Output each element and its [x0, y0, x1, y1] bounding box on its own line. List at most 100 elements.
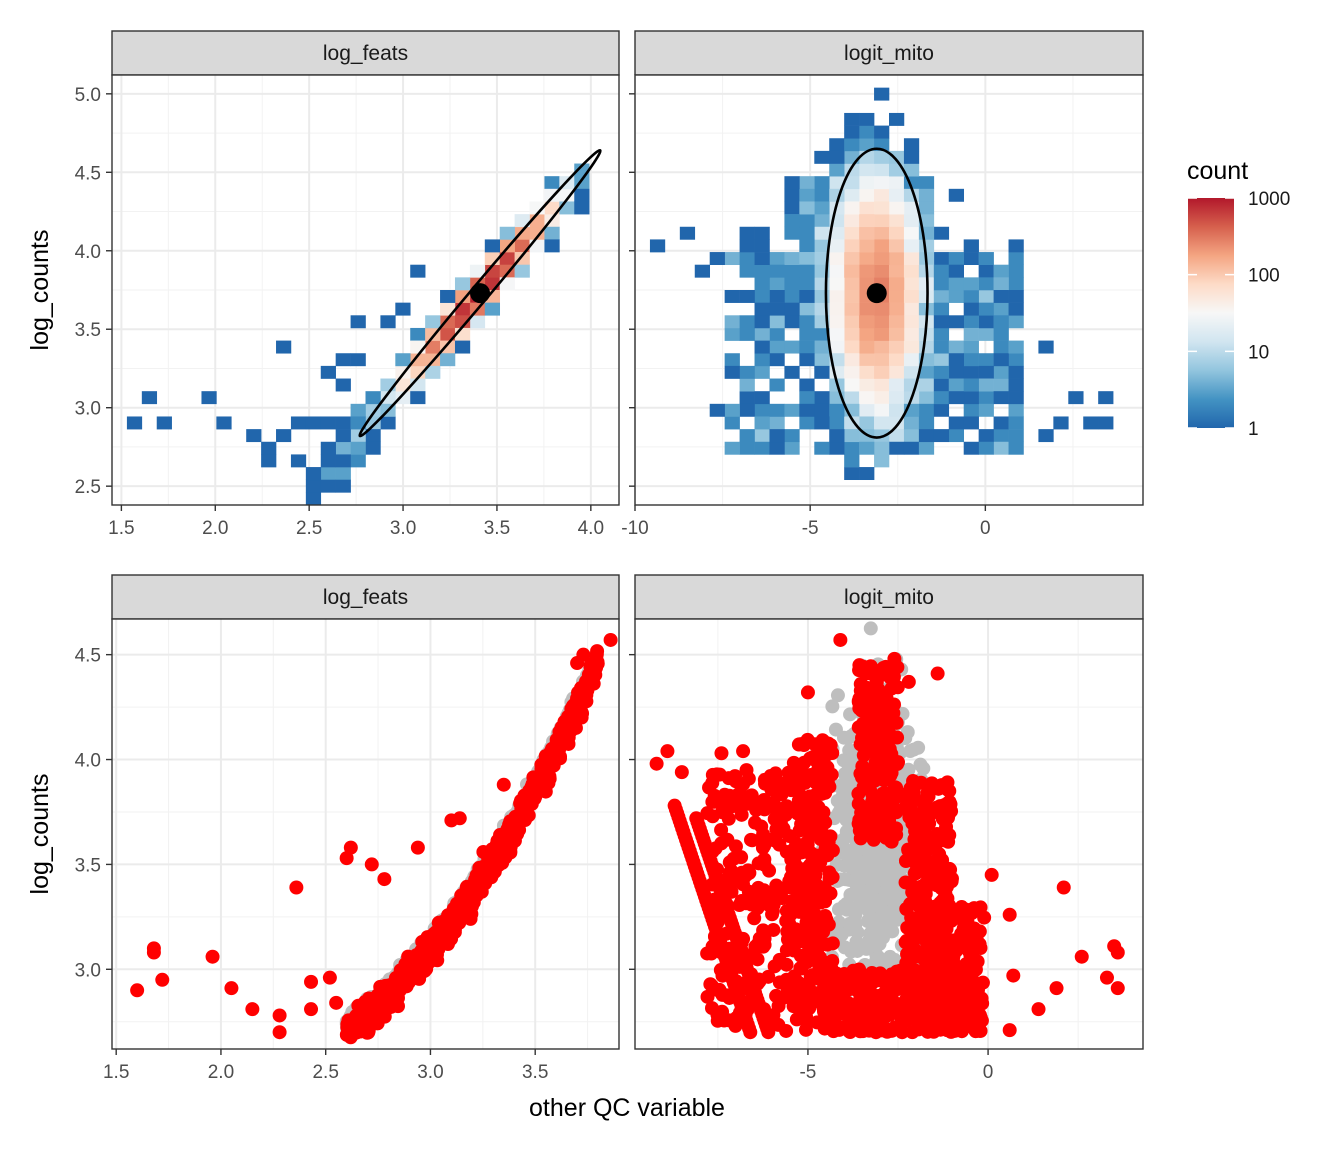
heatmap-bin [859, 264, 875, 278]
heatmap-bin [889, 252, 905, 266]
heatmap-bin [933, 290, 950, 303]
outlier-point [741, 863, 756, 878]
outlier-point [853, 701, 868, 716]
outlier-point [750, 937, 765, 952]
heatmap-bin [261, 441, 277, 455]
heatmap-bin [963, 315, 979, 329]
heatmap-bin [978, 315, 994, 329]
strip-label-top-right: logit_mito [844, 42, 934, 65]
heatmap-bin [918, 378, 935, 392]
outlier-point [803, 969, 818, 984]
outlier-point [937, 924, 952, 939]
heatmap-bin [859, 353, 875, 367]
heatmap-bin [844, 378, 860, 392]
heatmap-bin [769, 416, 785, 430]
y-axis-title-top: log_counts [26, 230, 54, 351]
heatmap-bin [320, 467, 336, 481]
outlier-point [868, 791, 883, 806]
outlier-point [743, 1025, 758, 1040]
heatmap-bin [814, 340, 830, 354]
outlier-point [722, 881, 737, 896]
outlier-point [735, 947, 750, 962]
outlier-point [970, 954, 985, 969]
heatmap-bin [679, 226, 696, 240]
heatmap-bin [784, 214, 800, 228]
heatmap-bin [889, 112, 905, 126]
heatmap-bin [454, 340, 471, 354]
outlier-point [649, 756, 664, 771]
outlier-point [869, 733, 884, 748]
heatmap-bin [365, 391, 381, 405]
heatmap-bin [814, 239, 830, 253]
outlier-point [519, 802, 534, 817]
outlier-point [453, 899, 468, 914]
heatmap-bin [754, 252, 770, 266]
legend-tick-label: 10 [1248, 342, 1269, 363]
heatmap-bin [933, 315, 950, 329]
outlier-point [933, 799, 948, 814]
outlier-point [930, 1003, 945, 1018]
heatmap-bin [784, 226, 800, 240]
panel-border [634, 618, 1144, 1050]
outlier-point [377, 872, 392, 887]
heatmap-bin [993, 302, 1009, 316]
heatmap-bin [1008, 340, 1024, 354]
outlier-point [498, 836, 513, 851]
outlier-point [464, 894, 479, 909]
heatmap-bin [799, 302, 815, 316]
heatmap-bin [829, 302, 845, 316]
outlier-point [804, 985, 819, 1000]
heatmap-bin [814, 441, 830, 455]
heatmap-bin [859, 214, 875, 228]
heatmap-bin [754, 391, 770, 405]
heatmap-bin [350, 441, 366, 455]
heatmap-bin [859, 378, 875, 392]
heatmap-bin [814, 365, 830, 379]
inlier-point [828, 722, 843, 737]
outlier-point [920, 921, 935, 936]
heatmap-bin [829, 365, 845, 379]
heatmap-bin [978, 327, 994, 341]
heatmap-bin [889, 365, 905, 379]
legend-tick-label: 1 [1248, 419, 1259, 440]
heatmap-bin [814, 176, 830, 190]
outlier-point [867, 681, 882, 696]
heatmap-bin [754, 340, 770, 354]
outlier-point [452, 811, 467, 826]
heatmap-bin [859, 163, 875, 177]
heatmap-bin [1008, 239, 1024, 253]
heatmap-bin [754, 277, 770, 291]
heatmap-bin [799, 239, 815, 253]
outlier-point [799, 1013, 814, 1028]
heatmap-bin [799, 315, 815, 329]
heatmap-bin [1008, 315, 1024, 329]
outlier-point [738, 976, 753, 991]
outlier-point [904, 910, 919, 925]
x-tick-label: -5 [799, 1062, 816, 1083]
panel-bottom-right: logit_mito -5 0 [629, 574, 1144, 1083]
inlier-point [832, 803, 847, 818]
heatmap-bin [350, 315, 366, 329]
heatmap-bin [769, 327, 785, 341]
heatmap-bin [754, 226, 770, 240]
heatmap-bin [948, 391, 965, 405]
heatmap-bin [948, 429, 965, 443]
heatmap-bin [784, 277, 800, 291]
outlier-point [815, 739, 830, 754]
heatmap-bin [395, 353, 411, 367]
heatmap-bin [814, 252, 830, 266]
heatmap-bin [963, 353, 979, 367]
heatmap-bin [410, 327, 426, 341]
heatmap-bin [544, 201, 560, 215]
heatmap-bin [874, 353, 890, 367]
heatmap-bin [993, 327, 1009, 341]
inlier-point [825, 699, 840, 714]
outlier-point [700, 946, 715, 961]
outlier-point [748, 815, 763, 830]
outlier-point [566, 715, 581, 730]
heatmap-bin [724, 315, 740, 329]
heatmap-bin [365, 429, 381, 443]
heatmap-bin [814, 150, 830, 164]
outlier-point [674, 765, 689, 780]
outlier-point [379, 990, 394, 1005]
